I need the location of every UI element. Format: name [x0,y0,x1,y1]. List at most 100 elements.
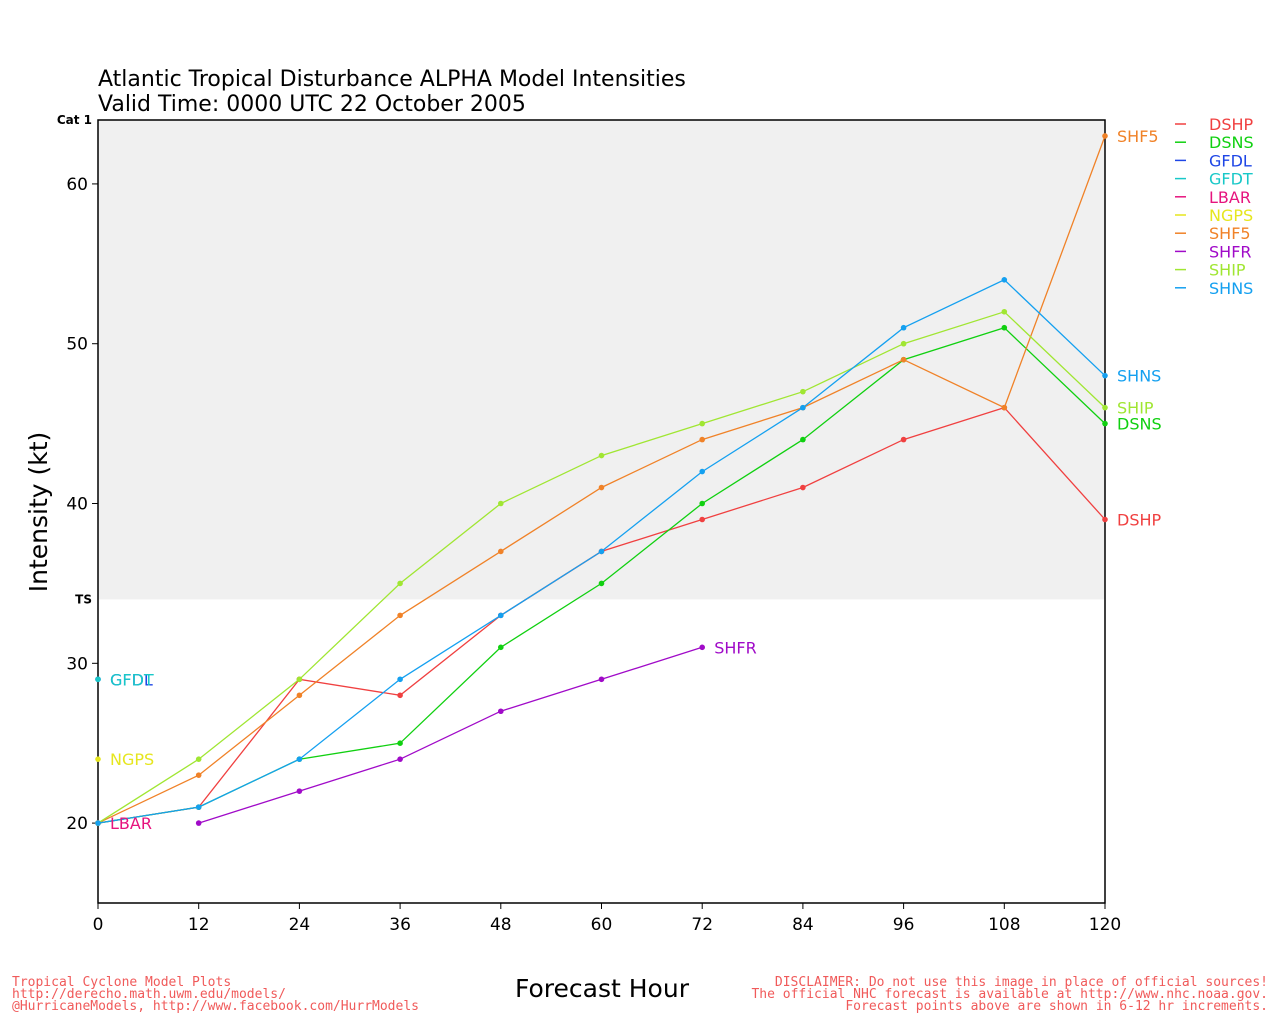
point-dsns [498,644,504,651]
point-dshp [800,484,806,491]
x-tick-label: 48 [490,915,512,935]
point-shfr [498,708,504,715]
point-shfr [296,788,303,794]
point-shf5 [1102,133,1108,139]
end-label-shns: SHNS [1117,367,1161,386]
legend-entry-gfdl: GFDL [1209,151,1252,170]
intensity-bands: TS Cat 1 [57,113,1105,606]
legend-entry-shf5: SHF5 [1209,224,1251,243]
point-ship [498,500,504,507]
chart-title: Atlantic Tropical Disturbance ALPHA Mode… [98,67,686,92]
band-label-cat-1: Cat 1 [57,113,92,127]
point-shf5 [598,484,605,491]
legend-entry-gfdt: GFDT [1209,170,1253,189]
chart-subtitle: Valid Time: 0000 UTC 22 October 2005 [98,92,526,117]
point-ship [296,676,303,683]
x-tick-label: 96 [893,915,915,935]
point-shns [397,676,403,683]
point-shns [800,404,806,411]
point-shf5 [699,436,705,443]
point-shfr [397,756,403,762]
end-label-dshp: DSHP [1117,510,1162,529]
axes: 0 12 24 36 48 60 72 84 96 108 120 20 30 40 50 60 [66,119,1121,935]
point-shf5 [900,356,907,363]
x-tick-label: 60 [591,915,613,935]
series-lines [95,133,1108,826]
footer-credits: Tropical Cyclone Model Plots http://dere… [12,975,419,1014]
x-tick-label: 0 [93,915,104,935]
point-shns [598,548,605,555]
point-dsns [1001,324,1008,331]
point-dshp [397,692,403,699]
point-shns [900,324,907,331]
point-dsns [800,436,806,443]
point-shf5 [1001,404,1008,411]
end-label-gfdl: GFDL [110,670,153,689]
point-ship [699,420,705,427]
point-shns [296,756,303,762]
y-tick-label: 30 [66,654,88,674]
y-tick-label: 50 [66,335,88,355]
y-tick-label: 20 [66,814,88,834]
end-label-ngps: NGPS [110,750,154,769]
end-label-gfdt: GFDT [110,670,154,689]
end-label-lbar: LBAR [110,814,152,833]
point-shns [1102,372,1108,379]
x-tick-label: 12 [188,915,210,935]
point-dshp [1102,516,1108,523]
end-label-shfr: SHFR [714,638,757,657]
point-ship [900,340,907,347]
x-tick-label: 120 [1089,915,1121,935]
point-ship [800,388,806,395]
end-label-shf5: SHF5 [1117,127,1159,146]
legend-entry-shns: SHNS [1209,279,1253,298]
x-tick-label: 84 [792,915,814,935]
x-tick-label: 24 [289,915,311,935]
point-shfr [598,676,605,683]
y-axis-label: Intensity (kt) [24,432,53,593]
point-ship [598,452,605,459]
legend-entry-lbar: LBAR [1209,188,1251,207]
point-shfr [699,644,705,651]
legend-entry-shfr: SHFR [1209,242,1252,261]
point-dsns [699,500,705,507]
point-shf5 [296,692,303,699]
y-tick-label: 60 [66,175,88,195]
x-axis-label: Forecast Hour [515,974,690,1003]
point-ship [195,756,202,762]
point-shns [95,820,101,826]
legend-entry-dsns: DSNS [1209,133,1254,152]
legend-entry-ship: SHIP [1209,261,1246,280]
x-tick-label: 72 [691,915,713,935]
series-line-shfr [198,646,703,824]
x-tick-label: 36 [389,915,411,935]
point-ship [1001,308,1008,315]
point-shf5 [498,548,504,555]
point-shf5 [397,612,403,619]
point-dsns [598,580,605,587]
point-ngps [95,756,101,762]
point-shns [1001,276,1008,283]
legend-entry-dshp: DSHP [1209,115,1254,134]
point-dsns [397,740,403,747]
point-shns [195,804,202,810]
point-ship [397,580,403,587]
legend-entry-ngps: NGPS [1209,206,1253,225]
point-dshp [900,436,907,443]
end-label-ship: SHIP [1117,399,1154,418]
end-label-dsns: DSNS [1117,415,1162,434]
footer-disclaimer: DISCLAIMER: Do not use this image in pla… [751,975,1268,1014]
point-shns [699,468,705,475]
band-label-ts: TS [75,592,92,606]
point-shf5 [195,772,202,778]
y-tick-label: 40 [66,495,88,515]
x-tick-label: 108 [988,915,1020,935]
point-shns [498,612,504,619]
point-shfr [195,820,202,826]
point-gfdt [95,676,101,683]
point-ship [1102,404,1108,411]
point-dshp [699,516,705,523]
